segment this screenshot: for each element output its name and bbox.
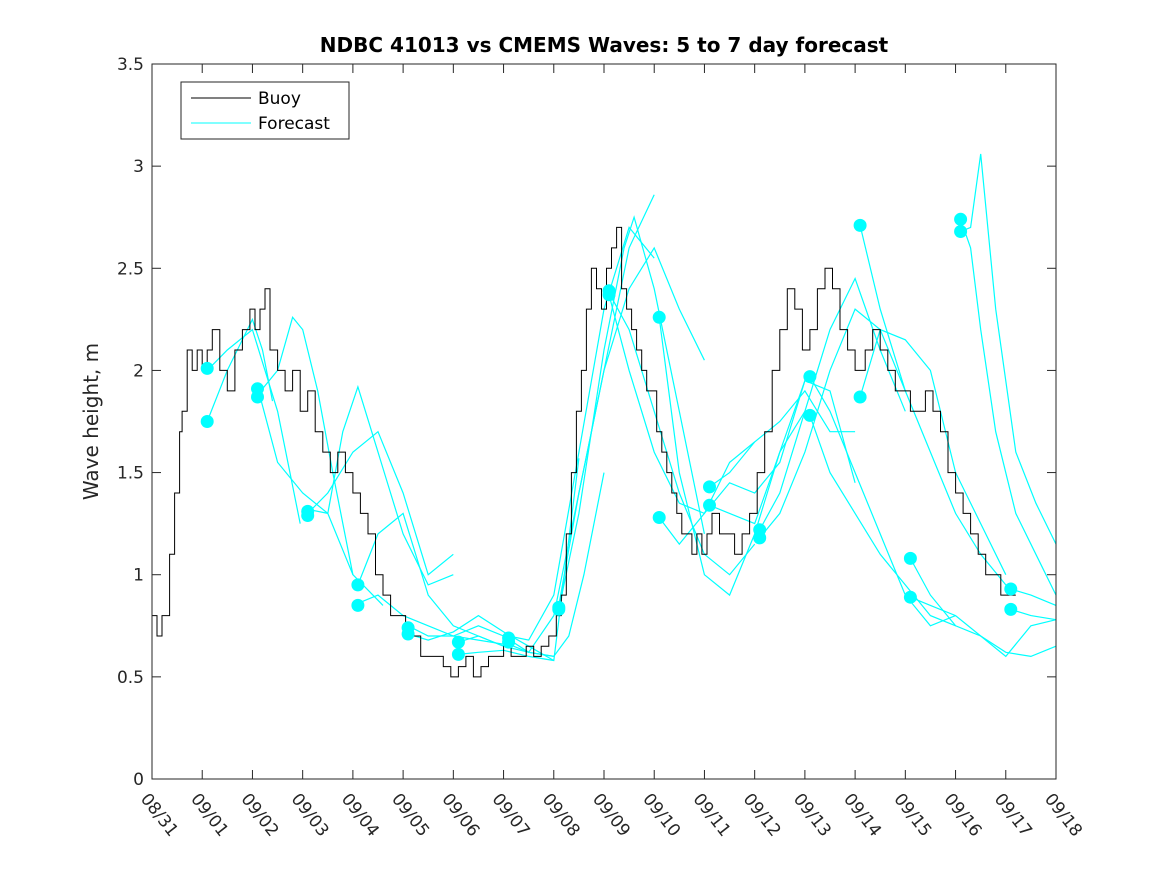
forecast-marker bbox=[954, 212, 968, 226]
y-tick-label: 0 bbox=[133, 770, 144, 790]
forecast-line bbox=[709, 379, 856, 525]
y-tick-label: 0.5 bbox=[117, 668, 144, 688]
forecast-marker bbox=[451, 647, 465, 661]
legend-buoy-label: Buoy bbox=[258, 89, 301, 109]
plot-area bbox=[152, 64, 1056, 779]
forecast-line bbox=[558, 215, 705, 610]
forecast-line bbox=[307, 384, 454, 586]
plot-frame bbox=[151, 63, 1057, 780]
legend: Buoy Forecast bbox=[180, 81, 350, 140]
y-tick-label: 2 bbox=[133, 361, 144, 381]
forecast-marker bbox=[1004, 582, 1018, 596]
y-axis-title: Wave height, m bbox=[79, 343, 103, 500]
y-tick-label: 1 bbox=[133, 566, 144, 586]
forecast-marker bbox=[703, 480, 716, 494]
forecast-line bbox=[910, 596, 1057, 658]
forecast-marker bbox=[451, 635, 465, 649]
forecast-line bbox=[709, 389, 856, 488]
forecast-line bbox=[1010, 588, 1057, 606]
forecast-markers bbox=[200, 212, 1018, 661]
forecast-marker bbox=[903, 590, 917, 604]
forecast-marker bbox=[954, 225, 968, 238]
forecast-marker bbox=[903, 551, 917, 565]
forecast-marker bbox=[200, 361, 214, 375]
forecast-line bbox=[307, 430, 454, 576]
y-tick-label: 3 bbox=[133, 157, 144, 177]
forecast-line bbox=[508, 226, 655, 641]
forecast-marker bbox=[703, 498, 716, 512]
forecast-marker bbox=[351, 598, 365, 612]
forecast-marker bbox=[853, 218, 867, 232]
forecast-line bbox=[558, 246, 705, 606]
buoy-line bbox=[152, 226, 1016, 678]
forecast-line bbox=[1010, 608, 1057, 621]
forecast-line bbox=[608, 292, 756, 576]
forecast-marker bbox=[401, 627, 415, 641]
forecast-marker bbox=[1004, 602, 1018, 616]
forecast-line bbox=[809, 415, 956, 627]
forecast-marker bbox=[803, 370, 817, 384]
buoy-series bbox=[152, 226, 1016, 678]
legend-forecast-label: Forecast bbox=[258, 114, 330, 134]
y-tick-label: 1.5 bbox=[117, 464, 144, 484]
forecast-marker bbox=[502, 635, 516, 649]
forecast-marker bbox=[301, 509, 315, 522]
forecast-line bbox=[658, 380, 806, 546]
forecast-line bbox=[458, 458, 580, 662]
y-tick-label: 2.5 bbox=[117, 259, 144, 279]
forecast-marker bbox=[753, 531, 767, 545]
y-tick-label: 3.5 bbox=[117, 55, 144, 75]
forecast-marker bbox=[552, 602, 566, 616]
forecast-marker bbox=[652, 310, 666, 324]
forecast-line bbox=[608, 294, 756, 515]
legend-box bbox=[180, 81, 350, 140]
forecast-marker bbox=[200, 415, 214, 428]
forecast-line bbox=[206, 328, 301, 524]
forecast-marker bbox=[251, 390, 264, 404]
forecast-marker bbox=[602, 288, 616, 302]
forecast-marker bbox=[351, 578, 365, 592]
forecast-marker bbox=[853, 390, 867, 404]
forecast-line bbox=[960, 153, 1057, 545]
forecast-marker bbox=[803, 408, 817, 422]
forecast-line bbox=[809, 376, 956, 627]
chart-title: NDBC 41013 vs CMEMS Waves: 5 to 7 day fo… bbox=[320, 33, 889, 57]
forecast-marker bbox=[652, 511, 666, 524]
forecast-line bbox=[206, 317, 274, 422]
forecast-line bbox=[357, 594, 504, 645]
forecast-line bbox=[960, 219, 1057, 596]
